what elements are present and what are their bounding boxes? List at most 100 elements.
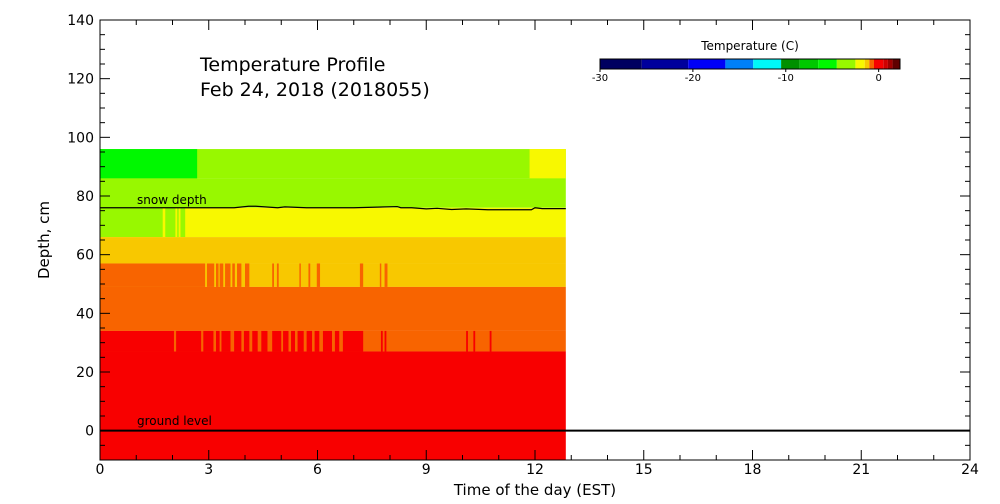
y-tick-label: 120	[67, 72, 94, 88]
y-tick-label: 140	[67, 13, 94, 29]
temperature-cell	[206, 263, 215, 287]
colorbar-segment	[725, 59, 754, 69]
x-tick-label: 9	[422, 462, 431, 478]
temperature-cell	[297, 330, 304, 352]
colorbar-segment	[688, 59, 726, 69]
colorbar-segment	[753, 59, 782, 69]
temperature-cell	[100, 149, 198, 179]
colorbar-frame	[599, 58, 901, 70]
y-tick-label: 0	[85, 424, 94, 440]
chart-subtitle: Feb 24, 2018 (2018055)	[200, 79, 430, 101]
axis-ticks: 0 3 6 9 12 15 18 21 24 0 20 40 60 80 100 120 140	[67, 13, 979, 478]
temperature-cell	[216, 263, 219, 287]
x-tick-label: 21	[852, 462, 870, 478]
temperature-cell	[221, 330, 231, 352]
temperature-cell	[283, 330, 289, 352]
colorbar-segment	[855, 59, 865, 69]
temperature-cell	[334, 330, 340, 352]
temperature-cell	[100, 207, 163, 238]
x-tick-label: 15	[635, 462, 653, 478]
temperature-cell	[232, 263, 235, 287]
temperature-cell	[100, 330, 174, 352]
temperature-cell	[245, 263, 250, 287]
colorbar-segment	[873, 59, 884, 69]
temperature-cell	[203, 330, 214, 352]
y-tick-label: 100	[67, 130, 94, 146]
colorbar: -30 -20 -10 0	[592, 58, 901, 84]
temperature-cell	[314, 330, 320, 352]
temperature-cell	[165, 207, 176, 238]
temperature-cell	[384, 330, 387, 352]
temperature-cell	[316, 263, 321, 287]
y-tick-label: 80	[76, 189, 94, 205]
snow-depth-line	[100, 205, 566, 211]
temperature-cell	[306, 330, 313, 352]
colorbar-tick-label: -20	[685, 73, 701, 84]
temperature-cell	[529, 149, 566, 179]
temperature-cell	[234, 330, 242, 352]
temperature-cell	[384, 263, 388, 287]
chart-title: Temperature Profile	[199, 54, 385, 76]
temperature-cell	[291, 330, 296, 352]
ground-level-label: ground level	[137, 414, 212, 428]
colorbar-tick-label: -30	[592, 73, 608, 84]
colorbar-segment	[883, 59, 888, 69]
temperature-cell	[252, 330, 258, 352]
x-tick-label: 18	[744, 462, 762, 478]
temperature-cell	[272, 330, 282, 352]
colorbar-segment	[799, 59, 819, 69]
temperature-cell	[225, 263, 231, 287]
temperature-cell	[276, 263, 279, 287]
layer-5	[100, 286, 566, 331]
layer-1	[100, 178, 566, 208]
reference-lines	[100, 205, 970, 432]
colorbar-title: Temperature (C)	[700, 39, 799, 53]
temperature-cell	[272, 263, 274, 287]
x-tick-label: 6	[313, 462, 322, 478]
colorbar-tick-label: 0	[875, 73, 881, 84]
x-tick-label: 3	[204, 462, 213, 478]
temperature-cell	[473, 330, 476, 352]
snow-depth-label: snow depth	[137, 193, 207, 207]
temperature-cell	[322, 330, 332, 352]
temperature-cell	[342, 330, 364, 352]
x-tick-label: 0	[96, 462, 105, 478]
temperature-cell	[359, 263, 364, 287]
x-tick-label: 12	[526, 462, 544, 478]
colorbar-segment	[836, 59, 856, 69]
x-tick-label: 24	[961, 462, 979, 478]
temperature-cell	[180, 207, 186, 238]
colorbar-segment	[781, 59, 800, 69]
temperature-cell	[380, 330, 383, 352]
temperature-cell	[176, 330, 202, 352]
colorbar-segment	[887, 59, 893, 69]
colorbar-segment	[818, 59, 837, 69]
layer-7	[100, 351, 566, 460]
temperature-cell	[379, 263, 382, 287]
colorbar-tick-label: -10	[778, 73, 794, 84]
y-axis-label: Depth, cm	[35, 201, 53, 279]
colorbar-segment	[864, 59, 870, 69]
colorbar-segment	[600, 59, 642, 69]
layer-3	[100, 237, 566, 264]
heatmap-cells	[100, 149, 566, 460]
y-tick-label: 60	[76, 248, 94, 264]
colorbar-segment	[892, 59, 900, 69]
colorbar-segment	[869, 59, 874, 69]
temperature-cell	[177, 207, 179, 238]
temperature-cell	[261, 330, 268, 352]
temperature-cell	[466, 330, 468, 352]
temperature-cell	[243, 330, 250, 352]
y-tick-label: 40	[76, 306, 94, 322]
temperature-cell	[100, 263, 206, 287]
temperature-cell	[237, 263, 242, 287]
x-axis-label: Time of the day (EST)	[453, 481, 616, 499]
temperature-cell	[299, 263, 301, 287]
y-tick-label: 20	[76, 365, 94, 381]
temperature-cell	[489, 330, 492, 352]
temperature-cell	[308, 263, 311, 287]
temperature-cell	[219, 263, 224, 287]
colorbar-segment	[641, 59, 689, 69]
temperature-cell	[216, 330, 220, 352]
